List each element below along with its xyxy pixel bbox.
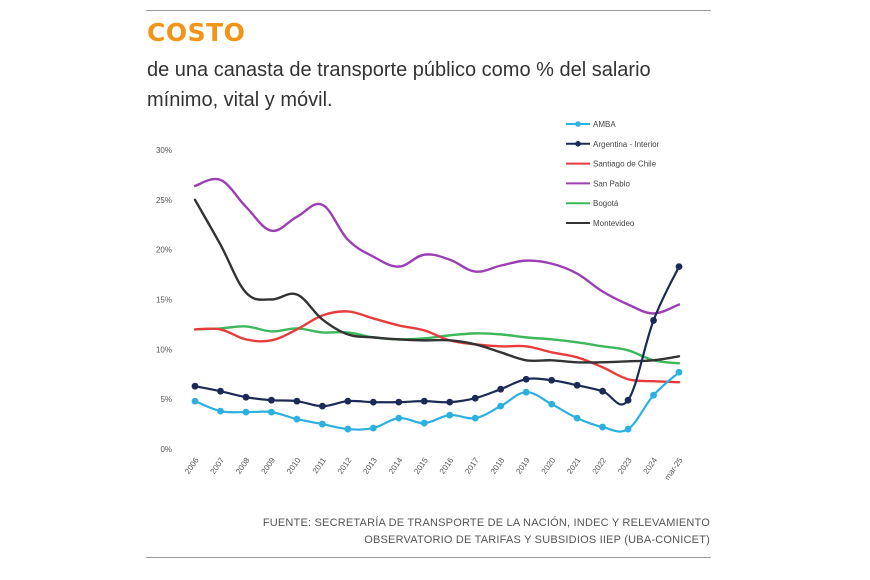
data-point-amba (624, 425, 632, 433)
x-tick-label: 2019 (514, 456, 532, 476)
source-line-2: OBSERVATORIO DE TARIFAS Y SUBSIDIOS IIEP… (364, 534, 710, 546)
data-point-argentina-interior (268, 396, 275, 404)
data-point-amba (395, 414, 403, 422)
legend-label-argentina-interior: Argentina - Interior (593, 140, 660, 149)
x-tick-label: 2014 (387, 456, 405, 476)
x-tick-label: 2007 (209, 456, 227, 476)
data-point-argentina-interior (191, 382, 199, 390)
legend-marker-argentina-interior (575, 141, 581, 147)
x-tick-label: 2024 (642, 456, 660, 476)
data-point-amba (344, 425, 352, 433)
series-line-montevideo (193, 198, 681, 364)
x-tick-label: 2010 (285, 456, 303, 476)
data-point-argentina-interior (293, 397, 301, 405)
x-tick-label: 2008 (234, 456, 252, 476)
data-point-amba (446, 411, 454, 419)
data-point-amba (191, 397, 199, 405)
data-point-argentina-interior (242, 393, 250, 401)
data-point-argentina-interior (420, 397, 428, 405)
x-tick-label: 2020 (540, 456, 558, 476)
data-point-argentina-interior (522, 375, 530, 383)
top-rule (146, 10, 711, 11)
data-point-amba (217, 407, 224, 415)
series-line-san-pablo (193, 177, 681, 315)
data-point-argentina-interior (599, 387, 606, 395)
data-point-amba (675, 368, 683, 376)
y-tick-label: 15% (156, 296, 172, 305)
y-axis: 0% 5% 10% 15% 20% 25% 30% (156, 146, 172, 454)
data-point-amba (268, 408, 275, 416)
bottom-rule (146, 557, 711, 558)
x-tick-label: 2015 (412, 456, 430, 476)
x-tick-label: mar-25 (663, 456, 685, 482)
x-tick-label: 2006 (183, 456, 201, 476)
data-point-argentina-interior (650, 317, 657, 324)
x-tick-label: 2009 (259, 456, 277, 476)
data-point-argentina-interior (318, 402, 326, 410)
y-tick-label: 10% (156, 345, 172, 354)
data-point-amba (522, 388, 530, 396)
legend-label-san-pablo: San Pablo (593, 179, 630, 188)
data-point-amba (369, 424, 377, 432)
legend-marker-amba (575, 121, 581, 127)
data-point-argentina-interior (624, 396, 632, 404)
x-tick-label: 2023 (616, 456, 634, 476)
y-tick-label: 0% (160, 445, 172, 454)
data-point-amba (548, 400, 556, 408)
data-point-amba (599, 423, 606, 431)
data-point-amba (471, 414, 479, 422)
x-axis: 2006 2007 2008 2009 2010 2011 2012 2013 2014 2015… (183, 456, 685, 482)
legend-label-bogota: Bogotá (593, 199, 619, 208)
page-title: COSTO (147, 18, 246, 47)
series-line-santiago-de-chile (193, 310, 681, 384)
legend-label-santiago-de-chile: Santiago de Chile (593, 160, 657, 169)
data-point-argentina-interior (446, 398, 454, 406)
data-point-argentina-interior (471, 394, 479, 402)
series-layer (191, 177, 683, 433)
data-point-argentina-interior (548, 376, 556, 384)
source-line-1: FUENTE: SECRETARÍA DE TRANSPORTE DE LA N… (262, 517, 710, 529)
y-tick-label: 20% (156, 246, 172, 255)
page-subtitle: de una canasta de transporte público com… (147, 59, 651, 111)
legend-label-montevideo: Montevideo (593, 219, 635, 228)
source-note: FUENTE: SECRETARÍA DE TRANSPORTE DE LA N… (260, 515, 710, 549)
data-point-amba (573, 414, 581, 422)
x-tick-label: 2016 (438, 456, 456, 476)
data-point-argentina-interior (395, 398, 403, 406)
series-line-bogota (193, 325, 681, 365)
data-point-amba (420, 419, 428, 427)
data-point-amba (293, 415, 301, 423)
data-point-amba (650, 391, 657, 399)
legend-label-amba: AMBA (593, 120, 616, 129)
data-point-amba (497, 402, 505, 410)
data-point-argentina-interior (675, 263, 683, 271)
data-point-argentina-interior (573, 381, 581, 389)
x-tick-label: 2021 (565, 456, 583, 476)
data-point-argentina-interior (344, 397, 352, 405)
x-tick-label: 2017 (463, 456, 481, 476)
x-tick-label: 2011 (311, 456, 329, 476)
y-tick-label: 5% (160, 395, 172, 404)
x-tick-label: 2012 (336, 456, 354, 476)
data-point-amba (318, 420, 326, 428)
data-point-argentina-interior (217, 387, 224, 395)
y-tick-label: 25% (156, 196, 172, 205)
x-tick-label: 2018 (489, 456, 507, 476)
legend: AMBA Argentina - Interior Santiago de Chil… (566, 120, 660, 228)
y-tick-label: 30% (156, 146, 172, 155)
data-point-argentina-interior (369, 398, 377, 406)
data-point-amba (242, 408, 250, 416)
x-tick-label: 2013 (361, 456, 379, 476)
x-tick-label: 2022 (591, 456, 609, 476)
data-point-argentina-interior (497, 385, 505, 393)
